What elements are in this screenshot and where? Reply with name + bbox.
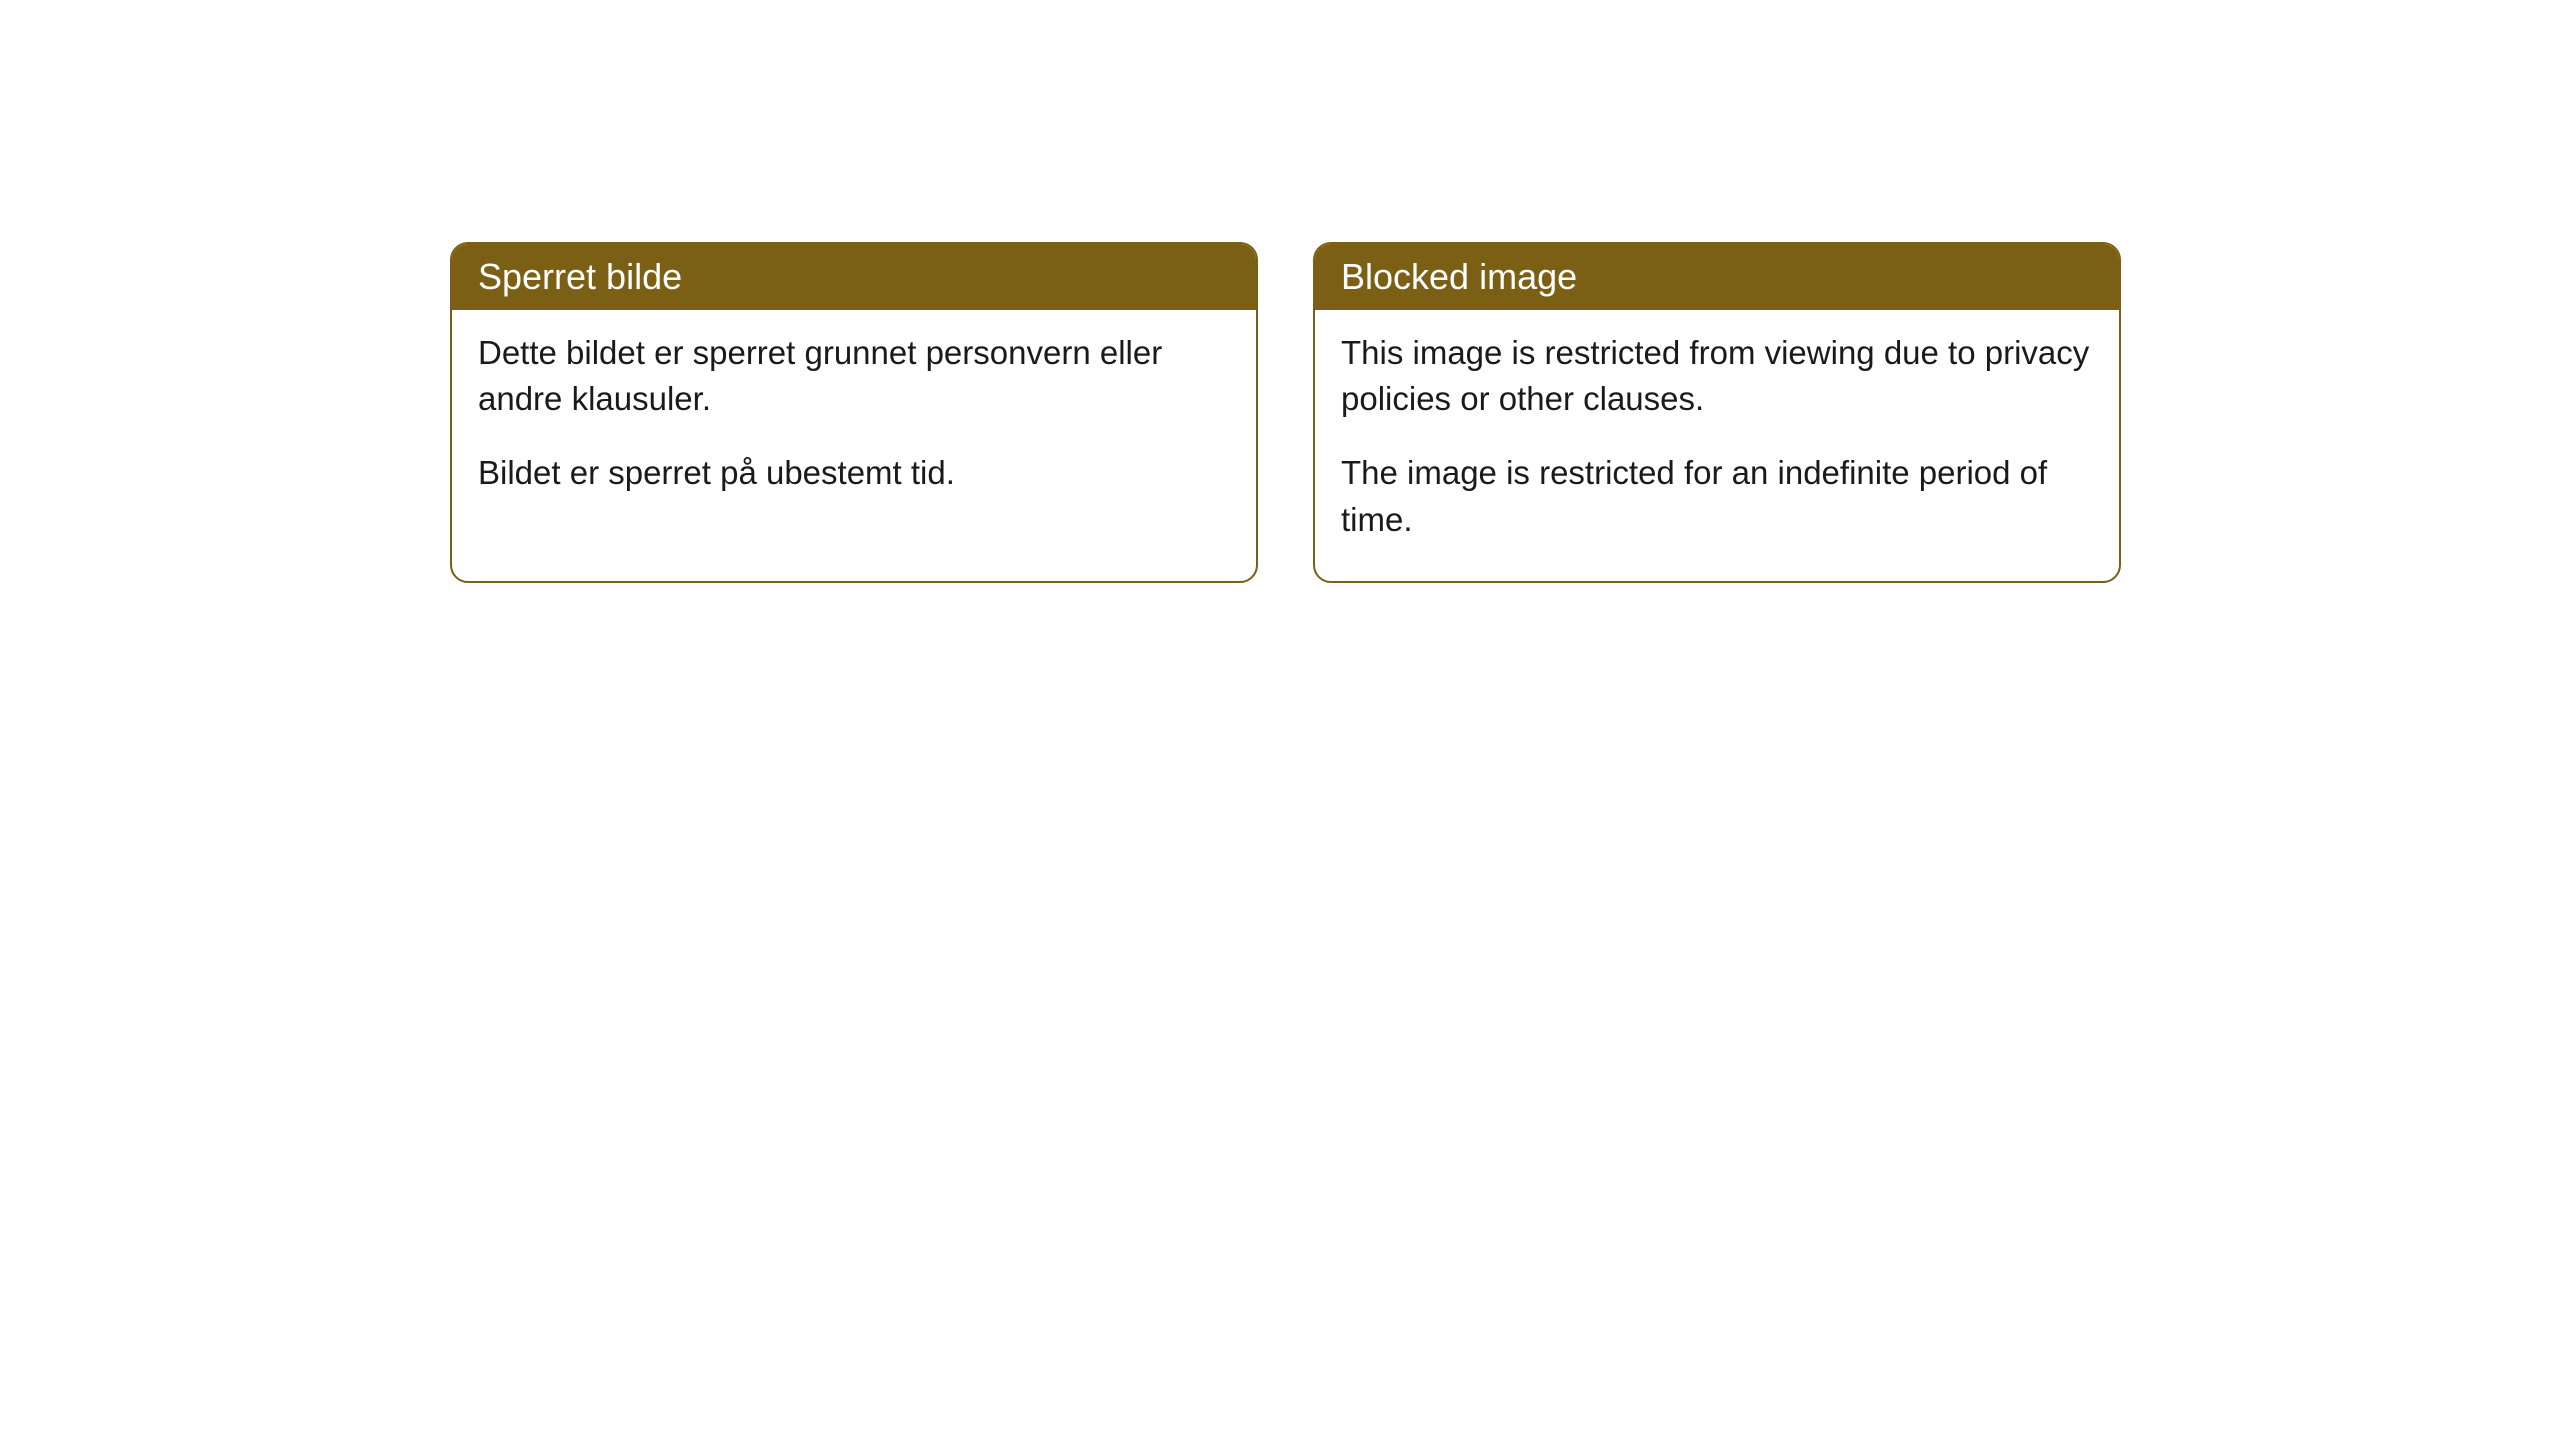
notice-card-norwegian: Sperret bilde Dette bildet er sperret gr… <box>450 242 1258 583</box>
notice-card-english: Blocked image This image is restricted f… <box>1313 242 2121 583</box>
notice-text-1-norwegian: Dette bildet er sperret grunnet personve… <box>478 330 1230 422</box>
notice-text-1-english: This image is restricted from viewing du… <box>1341 330 2093 422</box>
notice-container: Sperret bilde Dette bildet er sperret gr… <box>450 242 2121 583</box>
notice-header-english: Blocked image <box>1315 244 2119 310</box>
notice-body-norwegian: Dette bildet er sperret grunnet personve… <box>452 310 1256 535</box>
notice-text-2-norwegian: Bildet er sperret på ubestemt tid. <box>478 450 1230 496</box>
notice-body-english: This image is restricted from viewing du… <box>1315 310 2119 581</box>
notice-header-norwegian: Sperret bilde <box>452 244 1256 310</box>
notice-text-2-english: The image is restricted for an indefinit… <box>1341 450 2093 542</box>
